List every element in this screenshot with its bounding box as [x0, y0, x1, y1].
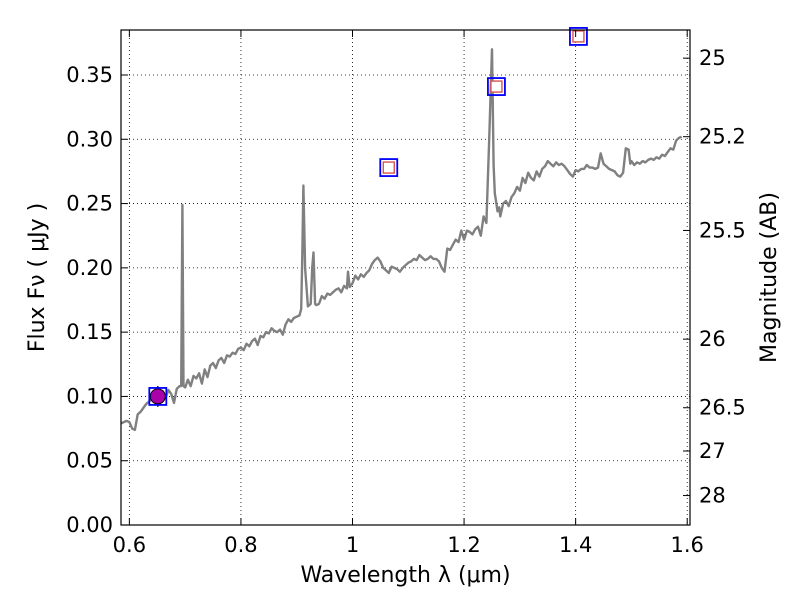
y-axis-label: Flux Fν ( μJy ): [25, 203, 50, 352]
right-tick-label: 25.2: [699, 125, 746, 149]
spectrum-series: [120, 48, 683, 432]
right-tick-label: 26: [699, 327, 726, 351]
x-tick-label: 1.4: [559, 533, 592, 557]
y-tick-label: 0.05: [66, 449, 113, 473]
data-point-square: [382, 161, 395, 174]
x-tick-label: 0.6: [113, 533, 146, 557]
y-tick-label: 0.10: [66, 384, 113, 408]
data-point-circle: [149, 388, 166, 405]
x-tick-label: 1.6: [671, 533, 704, 557]
y-tick-label: 0.20: [66, 256, 113, 280]
y-tick-label: 0.00: [66, 513, 113, 537]
x-tick-label: 1: [346, 533, 359, 557]
y-tick-label: 0.25: [66, 192, 113, 216]
right-tick-label: 27: [699, 439, 726, 463]
right-tick-label: 25.5: [699, 218, 746, 242]
x-tick-label: 1.2: [447, 533, 480, 557]
data-point-box: [487, 77, 506, 96]
data-point-square: [490, 80, 503, 93]
right-tick-label: 25: [699, 46, 726, 70]
y-tick-label: 0.15: [66, 320, 113, 344]
right-axis-label: Magnitude (AB): [757, 192, 782, 363]
y-tick-label: 0.30: [66, 127, 113, 151]
right-tick-label: 26.5: [699, 396, 746, 420]
axis-ticks: 0.6 0.8 1 1.2 1.4 1.6 0.00 0.05 0.10 0.15 0.20 0.25…: [66, 30, 746, 557]
grid: [121, 30, 690, 525]
data-point-box: [569, 27, 588, 46]
plot-frame: [120, 29, 691, 526]
y-tick-label: 0.35: [66, 63, 113, 87]
data-point-box: [148, 387, 168, 406]
data-point-square: [572, 30, 585, 43]
data-point-box: [379, 158, 399, 177]
photometry-points: [148, 27, 588, 407]
x-tick-label: 0.8: [224, 533, 257, 557]
x-axis-label: Wavelength λ (μm): [300, 563, 510, 588]
spectrum-line: [120, 48, 683, 432]
right-tick-label: 28: [699, 484, 726, 508]
